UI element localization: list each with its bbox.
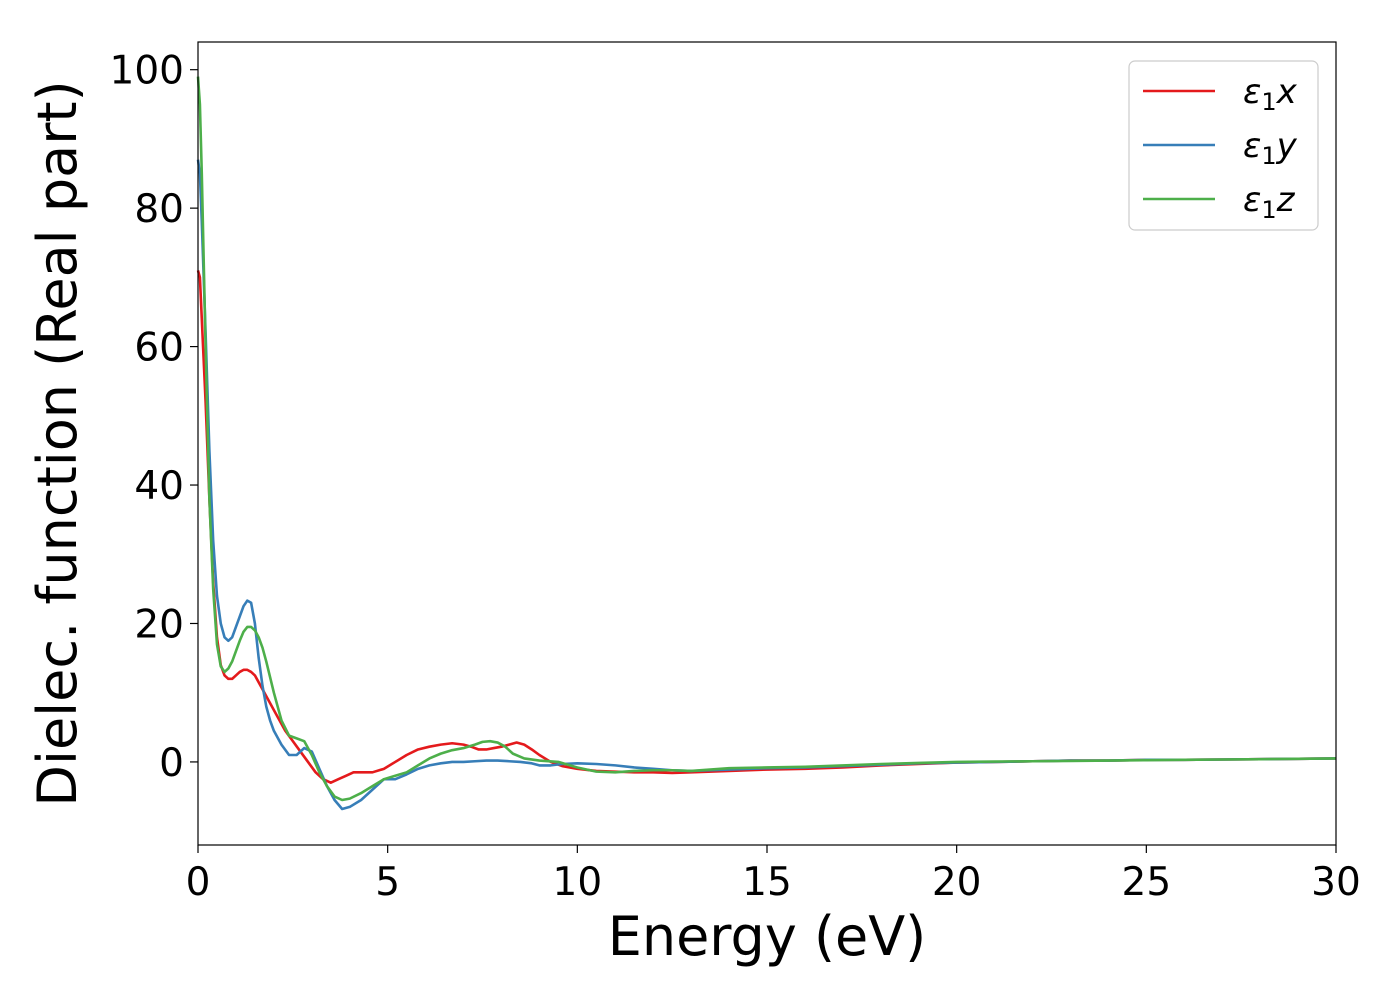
series-layer: [196, 76, 1337, 811]
y-tick-label: 40: [134, 464, 184, 509]
y-axis-label: Dielec. function (Real part): [26, 80, 89, 806]
ticks-layer: 0 5 10 15 20 25 30 0 20 40 60 80 100: [110, 49, 1361, 905]
x-tick-label: 15: [742, 860, 792, 905]
y-tick-label: 60: [134, 326, 184, 371]
legend-label-y: ε1y: [1243, 126, 1298, 170]
x-tick-label: 20: [932, 860, 982, 905]
y-tick-label: 80: [134, 187, 184, 232]
x-tick-label: 25: [1122, 860, 1172, 905]
x-tick-label: 30: [1311, 860, 1361, 905]
y-tick-label: 100: [110, 49, 184, 94]
x-tick-label: 0: [186, 860, 211, 905]
legend-label-z: ε1z: [1243, 180, 1296, 224]
y-tick-label: 0: [159, 741, 184, 786]
x-tick-label: 10: [553, 860, 603, 905]
x-tick-label: 5: [375, 860, 400, 905]
plot-frame: [197, 41, 1337, 846]
series-line-z: [196, 76, 1337, 802]
legend-label-x: ε1x: [1243, 72, 1298, 116]
legend-box: [1128, 60, 1319, 231]
x-axis-label: Energy (eV): [608, 905, 927, 968]
legend: ε1x ε1y ε1z: [1128, 60, 1319, 231]
legend-items: ε1x ε1y ε1z: [1143, 72, 1298, 224]
y-tick-label: 20: [134, 602, 184, 647]
